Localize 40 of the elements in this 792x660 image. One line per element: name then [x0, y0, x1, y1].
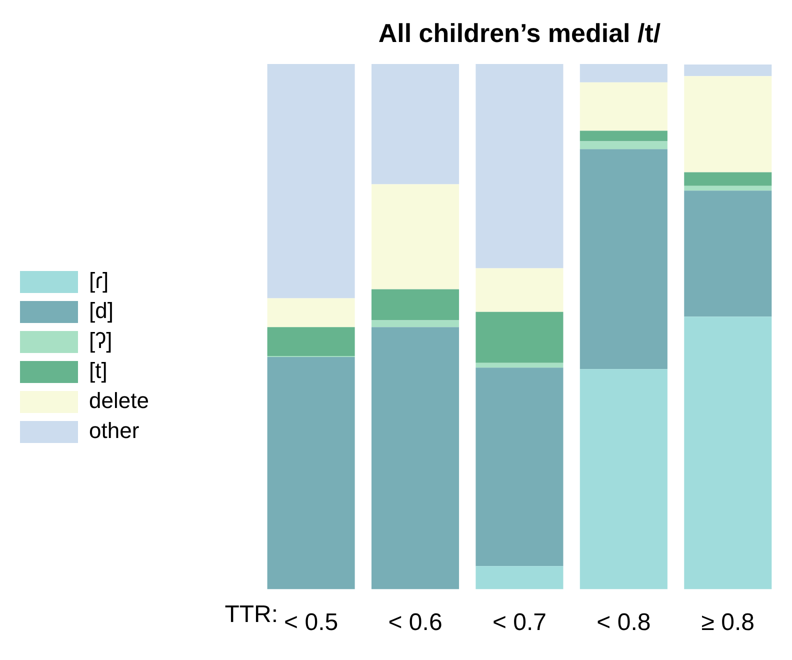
bar	[267, 298, 355, 328]
legend-label: delete	[89, 388, 149, 414]
x-tick-label: < 0.5	[284, 609, 338, 636]
bar	[684, 316, 772, 590]
x-axis-title: TTR:	[224, 600, 278, 628]
x-tick-label: < 0.6	[388, 609, 442, 636]
bar	[580, 141, 668, 150]
x-tick-label: < 0.7	[492, 609, 546, 636]
bar	[476, 312, 564, 363]
chart-title: All children’s medial /t/	[378, 18, 661, 48]
bar	[371, 64, 460, 184]
bar	[580, 369, 668, 590]
legend-label: [ʔ]	[89, 328, 112, 354]
bar	[684, 172, 772, 186]
bar	[684, 64, 772, 76]
legend-label: [ɾ]	[89, 268, 109, 294]
x-tick-label: < 0.8	[596, 609, 651, 636]
bar	[476, 362, 564, 368]
bar	[684, 190, 772, 317]
legend-label: [t]	[89, 358, 108, 384]
bar	[267, 357, 355, 590]
bar	[371, 289, 460, 320]
bar	[476, 268, 564, 312]
legend-label: other	[89, 418, 140, 444]
bar	[371, 184, 460, 290]
bar	[580, 149, 668, 370]
bar	[371, 327, 460, 590]
bar	[580, 130, 668, 142]
legend-label: [d]	[89, 298, 114, 324]
bar	[684, 186, 772, 191]
bar	[476, 368, 564, 566]
bar	[267, 64, 355, 298]
x-tick-label: ≥ 0.8	[701, 609, 754, 636]
bar	[580, 64, 668, 82]
bar	[267, 327, 355, 356]
bar	[476, 566, 564, 590]
bar	[580, 82, 668, 131]
bar	[371, 320, 460, 328]
bar	[684, 76, 772, 172]
bar	[476, 64, 564, 268]
